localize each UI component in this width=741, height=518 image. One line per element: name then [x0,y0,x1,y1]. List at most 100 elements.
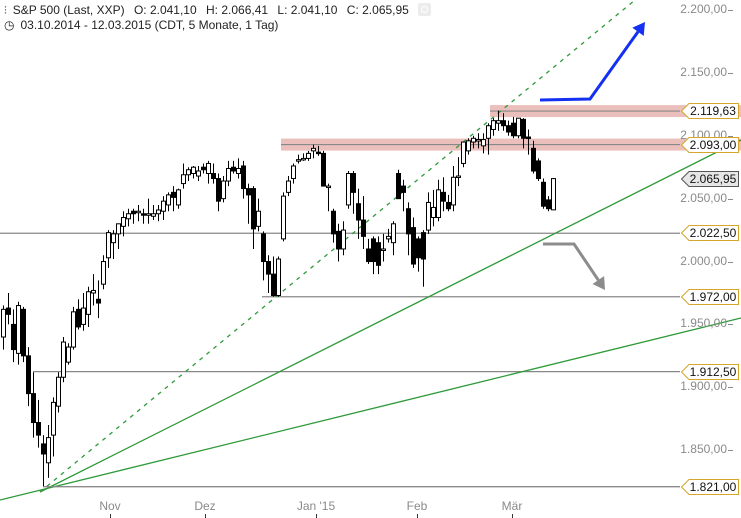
candle-down [141,213,146,216]
settings-icon[interactable] [418,3,432,16]
y-tick-mark [728,261,733,263]
candle-down [376,242,381,266]
candle-up [476,139,481,142]
candle-down [171,191,176,198]
y-tick-mark [728,324,733,326]
candle-up [481,139,486,147]
y-tick-label: 2.200,00 [680,2,727,16]
y-tick-label: 1.850,00 [680,442,727,457]
candle-down [511,122,516,137]
candle-up [291,165,296,180]
y-tick-mark [728,198,733,200]
candle-up [191,166,196,175]
candle-down [331,210,336,235]
candle-down [251,188,256,230]
date-range: 03.10.2014 - 12.03.2015 (CDT, 5 Monate, … [20,18,279,32]
candle-up [86,291,91,315]
arrow-head-icon [592,276,605,290]
candle-down [356,203,361,221]
candle-down [371,238,376,263]
candle-down [11,323,16,351]
candle-up [386,235,391,240]
instrument-header: ⫶ S&P 500 (Last, XXP) O: 2.041,10 H: 2.06… [4,3,437,18]
arrow-head-icon [632,22,645,36]
y-tick-mark [728,450,733,452]
x-tick-label: Nov [99,499,121,513]
candle-down [531,147,536,172]
y-tick-mark [728,135,733,137]
candle-down [526,136,531,140]
current-price-label: 2.065,95 [681,170,739,187]
y-tick-mark [728,10,733,11]
candle-up [161,200,166,212]
candle-up [111,233,116,244]
candle-up [306,152,311,159]
y-tick-label: 2.000,00 [680,253,727,268]
candle-down [246,188,251,196]
candle-up [106,232,111,259]
candle-up [226,167,231,182]
candle-up [311,147,316,152]
trendline [39,139,741,493]
candle-up [471,137,476,143]
price-level-label: 1.821,00 [681,478,739,495]
candle-down [361,219,366,237]
candle-up [101,261,106,285]
candle-down [501,120,506,127]
candle-down [216,178,221,202]
date-range-header: ◷ 03.10.2014 - 12.03.2015 (CDT, 5 Monate,… [4,18,284,32]
candle-up [326,185,331,189]
candle-up [236,167,241,175]
candle-down [416,238,421,259]
candle-down [316,151,321,155]
instrument-name: S&P 500 (Last, XXP) [12,3,125,17]
y-tick-label: 2.050,00 [680,190,727,205]
price-level-label: 2.119,63 [681,103,739,120]
candle-down [421,232,426,260]
candle-down [26,355,31,395]
candle-up [136,210,141,214]
candle-up [431,206,436,219]
candle-up [491,120,496,130]
x-tick-label: Dez [194,499,216,513]
price-level-label: 2.022,50 [681,225,739,242]
candle-down [231,166,236,172]
candle-down [441,191,446,202]
arrow-down-icon [543,242,600,281]
candle-up [346,173,351,206]
candle-down [261,233,266,263]
price-level-label: 2.093,00 [681,136,739,153]
candle-down [31,393,36,424]
candle-down [536,160,541,180]
candle-up [461,141,466,164]
x-tick-mark [205,514,206,518]
candle-down [351,173,356,193]
arrow-up-icon [539,30,640,102]
candle-down [96,298,101,304]
y-tick-label: 1.950,00 [680,316,727,331]
candle-down [201,166,206,171]
candle-up [391,223,396,244]
candle-down [321,152,326,187]
candle-up [276,258,281,296]
candle-up [436,189,441,219]
candle-up [466,140,471,152]
candle-up [126,213,131,220]
candle-up [166,194,171,206]
candle-up [486,125,491,139]
candle-down [6,307,11,315]
candle-up [181,174,186,185]
candle-up [256,210,261,227]
candlestick-icon: ⫶ [4,5,7,17]
candle-up [451,176,456,206]
candle-down [241,165,246,190]
candle-up [206,162,211,175]
candle-down [21,308,26,357]
candle-up [186,169,191,176]
candle-up [51,401,56,436]
candle-up [296,159,301,162]
candle-down [36,422,41,436]
candle-down [396,173,401,200]
x-tick-mark [512,514,513,518]
